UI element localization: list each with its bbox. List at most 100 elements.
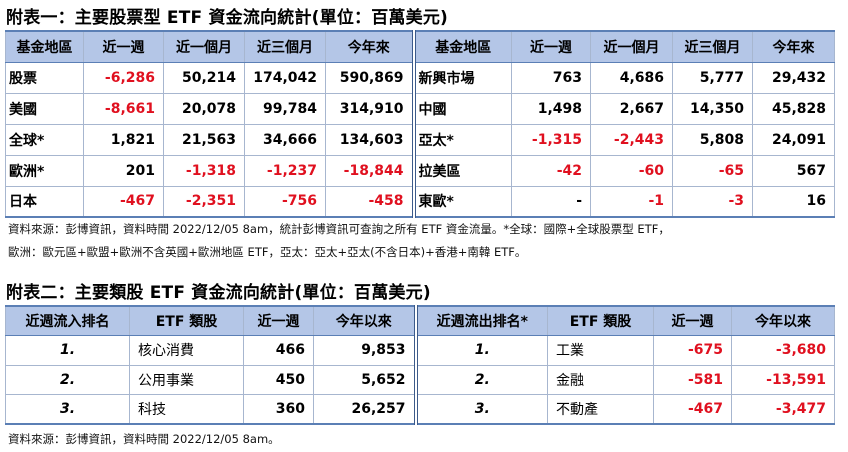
table-cell: 東歐* bbox=[411, 185, 512, 218]
table-cell: 1. bbox=[413, 335, 548, 366]
table-cell: -42 bbox=[511, 154, 591, 187]
table-cell: 466 bbox=[243, 335, 314, 366]
header-cell: ETF 類股 bbox=[129, 305, 244, 336]
table-cell: 美國 bbox=[5, 92, 84, 125]
table-cell: -467 bbox=[653, 394, 732, 425]
table-cell: -60 bbox=[590, 154, 673, 187]
table-cell: 14,350 bbox=[672, 92, 753, 125]
header-cell: 基金地區 bbox=[5, 30, 84, 63]
table-cell: 29,432 bbox=[752, 61, 835, 94]
table-cell: -1,315 bbox=[511, 123, 591, 156]
table-cell: -756 bbox=[244, 185, 326, 218]
header-cell: 近一週 bbox=[653, 305, 732, 336]
table-cell: 不動產 bbox=[547, 394, 654, 425]
table-cell: -13,591 bbox=[731, 364, 835, 395]
header-cell: 近一週 bbox=[243, 305, 314, 336]
table-cell: 9,853 bbox=[313, 335, 416, 366]
header-cell: 近三個月 bbox=[244, 30, 326, 63]
table-cell: 拉美區 bbox=[411, 154, 512, 187]
table-cell: 中國 bbox=[411, 92, 512, 125]
table-cell: 24,091 bbox=[752, 123, 835, 156]
table-cell: 新興市場 bbox=[411, 61, 512, 94]
etf-flow-table-sector: 近週流入排名 ETF 類股 近一週 今年以來 近週流出排名* ETF 類股 近一… bbox=[5, 305, 835, 425]
table1-source-note-line2: 歐洲：歐元區+歐盟+歐洲不含英國+歐洲地區 ETF，亞太：亞太+亞太(不含日本)… bbox=[8, 245, 527, 259]
table-cell: -1 bbox=[590, 185, 673, 218]
header-cell: 基金地區 bbox=[411, 30, 512, 63]
table-cell: 314,910 bbox=[325, 92, 414, 125]
table-cell: 450 bbox=[243, 364, 314, 395]
table1-source-note-line1: 資料來源：彭博資訊，資料時間 2022/12/05 8am，統計彭博資訊可查詢之… bbox=[8, 222, 670, 236]
table-cell: 金融 bbox=[547, 364, 654, 395]
table-cell: 日本 bbox=[5, 185, 84, 218]
table-cell: 1. bbox=[5, 335, 130, 366]
table-cell: 567 bbox=[752, 154, 835, 187]
table-cell: -3,477 bbox=[731, 394, 835, 425]
table-cell: 2,667 bbox=[590, 92, 673, 125]
table-row: 3. 科技 360 26,257 3. 不動產 -467 -3,477 bbox=[5, 394, 835, 425]
table-row: 1. 核心消費 466 9,853 1. 工業 -675 -3,680 bbox=[5, 335, 835, 366]
header-cell: 近三個月 bbox=[672, 30, 753, 63]
header-cell: 今年以來 bbox=[731, 305, 835, 336]
table-cell: -1,237 bbox=[244, 154, 326, 187]
header-cell: 近一週 bbox=[83, 30, 164, 63]
table-cell: -3 bbox=[672, 185, 753, 218]
table-cell: 50,214 bbox=[163, 61, 245, 94]
table-cell: 4,686 bbox=[590, 61, 673, 94]
table-cell: 590,869 bbox=[325, 61, 414, 94]
table-row: 全球* 1,821 21,563 34,666 134,603 亞太* -1,315 -2,4… bbox=[5, 123, 835, 156]
table-row: 股票 -6,286 50,214 174,042 590,869 新興市場 763 4,686… bbox=[5, 61, 835, 94]
table-cell: 763 bbox=[511, 61, 591, 94]
table-cell: 5,652 bbox=[313, 364, 416, 395]
table-cell: -581 bbox=[653, 364, 732, 395]
header-cell: 今年來 bbox=[325, 30, 414, 63]
table-cell: 5,808 bbox=[672, 123, 753, 156]
table-cell: 21,563 bbox=[163, 123, 245, 156]
table-row: 美國 -8,661 20,078 99,784 314,910 中國 1,498 2,667 1… bbox=[5, 92, 835, 125]
header-cell: ETF 類股 bbox=[547, 305, 654, 336]
table-cell: 2. bbox=[413, 364, 548, 395]
table-cell: -1,318 bbox=[163, 154, 245, 187]
table-cell: -18,844 bbox=[325, 154, 414, 187]
table2-header-row: 近週流入排名 ETF 類股 近一週 今年以來 近週流出排名* ETF 類股 近一… bbox=[5, 305, 835, 336]
table-cell: 45,828 bbox=[752, 92, 835, 125]
table-cell: 工業 bbox=[547, 335, 654, 366]
table-cell: 3. bbox=[413, 394, 548, 425]
header-cell: 近週流出排名* bbox=[413, 305, 548, 336]
table-cell: 股票 bbox=[5, 61, 84, 94]
header-cell: 今年來 bbox=[752, 30, 835, 63]
table-cell: 174,042 bbox=[244, 61, 326, 94]
table-cell: - bbox=[511, 185, 591, 218]
table-cell: 20,078 bbox=[163, 92, 245, 125]
table-cell: 360 bbox=[243, 394, 314, 425]
table-cell: 201 bbox=[83, 154, 164, 187]
table-cell: 核心消費 bbox=[129, 335, 244, 366]
table-cell: 26,257 bbox=[313, 394, 416, 425]
table-cell: -467 bbox=[83, 185, 164, 218]
table-cell: 2. bbox=[5, 364, 130, 395]
table-cell: 亞太* bbox=[411, 123, 512, 156]
table-cell: 99,784 bbox=[244, 92, 326, 125]
table-cell: -2,443 bbox=[590, 123, 673, 156]
table-cell: 5,777 bbox=[672, 61, 753, 94]
table-cell: 1,498 bbox=[511, 92, 591, 125]
table-cell: 16 bbox=[752, 185, 835, 218]
header-cell: 近一週 bbox=[511, 30, 591, 63]
header-cell: 近一個月 bbox=[163, 30, 245, 63]
table-cell: 歐洲* bbox=[5, 154, 84, 187]
table-cell: 3. bbox=[5, 394, 130, 425]
table1-header-row: 基金地區 近一週 近一個月 近三個月 今年來 基金地區 近一週 近一個月 近三個… bbox=[5, 30, 835, 63]
table-cell: -2,351 bbox=[163, 185, 245, 218]
header-cell: 近週流入排名 bbox=[5, 305, 130, 336]
table-cell: -3,680 bbox=[731, 335, 835, 366]
table-cell: -675 bbox=[653, 335, 732, 366]
table-row: 日本 -467 -2,351 -756 -458 東歐* - -1 -3 16 bbox=[5, 185, 835, 218]
table-cell: -8,661 bbox=[83, 92, 164, 125]
table-cell: -6,286 bbox=[83, 61, 164, 94]
table-cell: 134,603 bbox=[325, 123, 414, 156]
header-cell: 今年以來 bbox=[313, 305, 416, 336]
table1-title: 附表一：主要股票型 ETF 資金流向統計(單位：百萬美元) bbox=[6, 8, 448, 28]
header-cell: 近一個月 bbox=[590, 30, 673, 63]
table-row: 歐洲* 201 -1,318 -1,237 -18,844 拉美區 -42 -60 -65 567 bbox=[5, 154, 835, 187]
table-cell: -458 bbox=[325, 185, 414, 218]
table-cell: 全球* bbox=[5, 123, 84, 156]
